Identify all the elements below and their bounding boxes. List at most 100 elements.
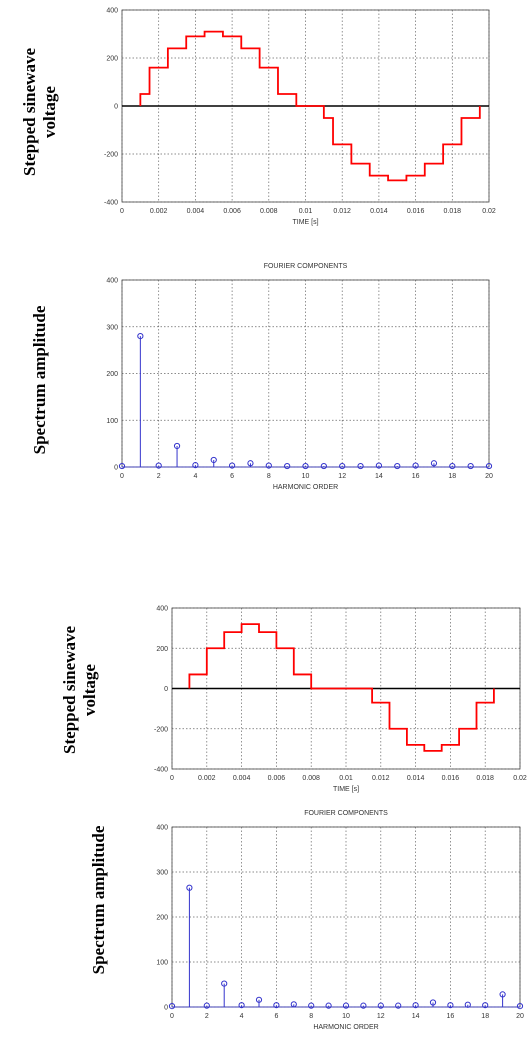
x-tick-label: 8: [267, 473, 271, 480]
stem-marker: [203, 1002, 210, 1009]
stepped-sinewave-chart-2: 0 0.002 0.004 0.006 0.008 0.01 0.012 0.014 0.016…: [154, 606, 527, 794]
x-tick-label: 0.018: [444, 208, 462, 215]
stem-marker: [485, 462, 493, 470]
x-tick-label: 0.014: [370, 208, 388, 215]
y-tick-label: 400: [156, 825, 168, 832]
y-tick-label: 0: [114, 104, 118, 111]
stem-marker: [186, 884, 193, 891]
x-tick-label: 2: [205, 1013, 209, 1020]
x-tick-label: 6: [274, 1013, 278, 1020]
x-tick-label: 14: [412, 1013, 420, 1020]
x-tick-label: 0: [170, 1013, 174, 1020]
fourier-spectrum-chart-1: FOURIER COMPONENTS 0 2 4 6 8 10 12 14 16 18 20 400 30…: [106, 263, 493, 491]
side-label-line: Spectrum amplitude: [30, 305, 49, 455]
x-tick-label: 0.006: [268, 775, 286, 782]
stem-marker: [375, 462, 382, 469]
side-label: Stepped sinewave voltage: [60, 626, 100, 754]
x-tick-label: 20: [516, 1013, 524, 1020]
x-tick-label: 20: [485, 473, 493, 480]
stepped-wave-line: [139, 30, 481, 182]
x-tick-label: 0.02: [482, 208, 496, 215]
y-tick-label: 200: [106, 56, 118, 63]
fourier-spectrum-chart-2: FOURIER COMPONENTS 0 2 4 6 8 10 12 14 16 18 20 400 30…: [156, 810, 524, 1031]
stem-marker: [238, 1002, 245, 1009]
y-tick-label: 200: [156, 915, 168, 922]
x-tick-label: 4: [240, 1013, 244, 1020]
stem-marker: [429, 999, 437, 1006]
y-tick-label: 0: [164, 1005, 168, 1012]
side-label-line: voltage: [40, 86, 59, 138]
stem-marker: [192, 462, 199, 469]
x-tick-label: 0: [120, 208, 124, 215]
stem-marker: [464, 1001, 471, 1008]
plot-frame: [171, 826, 521, 1008]
y-tick-label: -400: [104, 200, 118, 207]
y-tick-label: 300: [106, 324, 118, 331]
x-tick-label: 0.016: [442, 775, 460, 782]
side-label-line: Stepped sinewave: [60, 626, 79, 754]
y-tick-label: -200: [154, 726, 168, 733]
stem-marker: [308, 1002, 315, 1009]
chart-title: FOURIER COMPONENTS: [304, 810, 388, 817]
x-tick-label: 12: [377, 1013, 385, 1020]
stem-marker: [155, 462, 162, 469]
stem-marker: [394, 462, 401, 470]
stem-marker: [325, 1002, 332, 1009]
x-tick-label: 0.012: [333, 208, 351, 215]
x-tick-label: 0.006: [223, 208, 241, 215]
x-tick-label: 4: [193, 473, 197, 480]
y-tick-label: -400: [154, 767, 168, 774]
x-axis-label: HARMONIC ORDER: [313, 1024, 378, 1031]
x-axis-label: TIME [s]: [333, 786, 359, 793]
x-tick-label: 16: [412, 473, 420, 480]
x-tick-label: 16: [447, 1013, 455, 1020]
stem-marker: [467, 462, 474, 470]
x-tick-label: 2: [157, 473, 161, 480]
y-tick-label: 300: [156, 870, 168, 877]
stem-marker: [173, 442, 181, 450]
x-tick-label: 0: [170, 775, 174, 782]
side-label: Stepped sinewave voltage: [20, 48, 60, 176]
stem-marker: [360, 1002, 367, 1009]
stem-marker: [357, 462, 364, 470]
side-label-line: voltage: [80, 664, 99, 716]
x-tick-label: 0.012: [372, 775, 390, 782]
stepped-sinewave-chart-1: 0 0.002 0.004 0.006 0.008 0.01 0.012 0.014 0.016…: [104, 8, 496, 227]
x-tick-label: 0.004: [187, 208, 205, 215]
x-tick-label: 0.002: [150, 208, 168, 215]
x-tick-label: 10: [342, 1013, 350, 1020]
x-tick-label: 0.008: [302, 775, 320, 782]
stem-marker: [137, 333, 144, 340]
stem-marker: [168, 1003, 176, 1010]
y-tick-label: 0: [164, 686, 168, 693]
y-tick-label: 100: [156, 960, 168, 967]
x-tick-label: 0.02: [513, 775, 527, 782]
x-tick-label: 0.01: [339, 775, 353, 782]
y-tick-label: 400: [156, 606, 168, 613]
y-tick-label: -200: [104, 152, 118, 159]
x-tick-label: 0.008: [260, 208, 278, 215]
y-tick-label: 400: [106, 278, 118, 285]
chart-title: FOURIER COMPONENTS: [264, 263, 348, 270]
stem-marker: [412, 1002, 419, 1009]
x-tick-label: 0.004: [233, 775, 251, 782]
x-tick-label: 18: [448, 473, 456, 480]
stem-marker: [430, 460, 438, 467]
x-tick-label: 0: [120, 473, 124, 480]
x-tick-label: 0.002: [198, 775, 216, 782]
stem-marker: [255, 996, 263, 1003]
stem-marker: [412, 462, 419, 469]
x-tick-label: 10: [302, 473, 310, 480]
y-tick-label: 0: [114, 465, 118, 472]
x-tick-label: 12: [338, 473, 346, 480]
x-tick-label: 8: [309, 1013, 313, 1020]
y-tick-label: 100: [106, 418, 118, 425]
y-tick-label: 200: [156, 646, 168, 653]
x-tick-label: 0.018: [476, 775, 494, 782]
stem-marker: [395, 1002, 402, 1009]
stem-marker: [342, 1002, 350, 1009]
stem-marker: [320, 462, 327, 470]
stem-marker: [221, 980, 228, 987]
stem-marker: [482, 1002, 489, 1009]
x-tick-label: 0.014: [407, 775, 425, 782]
